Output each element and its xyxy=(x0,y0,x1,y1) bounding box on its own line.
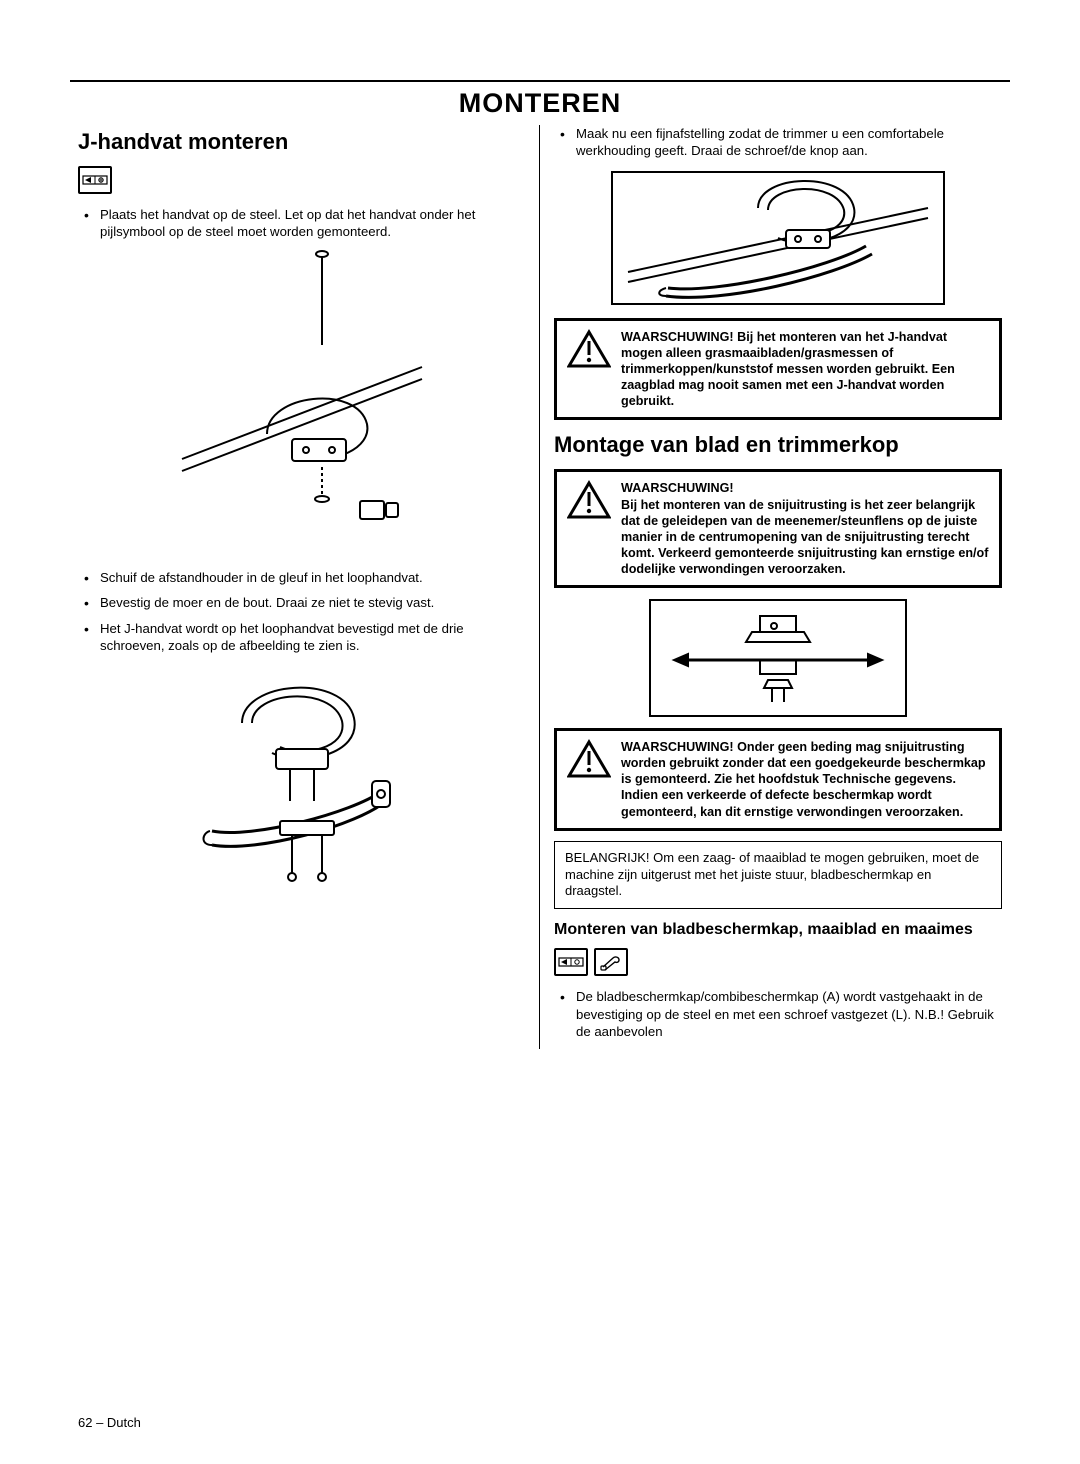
list-item: De bladbeschermkap/combibeschermkap (A) … xyxy=(554,988,1002,1040)
insert-direction-icon xyxy=(78,166,112,194)
two-column-layout: J-handvat monteren Plaats het handvat op… xyxy=(70,125,1010,1049)
bullet-list-bottom-right: De bladbeschermkap/combibeschermkap (A) … xyxy=(554,988,1002,1040)
important-box: BELANGRIJK! Om een zaag- of maaiblad te … xyxy=(554,841,1002,910)
heading-montage-blad: Montage van blad en trimmerkop xyxy=(554,430,1002,459)
warning-triangle-icon xyxy=(567,480,611,520)
wrench-icon xyxy=(594,948,628,976)
list-item: Plaats het handvat op de steel. Let op d… xyxy=(78,206,525,241)
right-column: Maak nu een fijnafstelling zodat de trim… xyxy=(540,125,1010,1049)
warning-triangle-icon xyxy=(567,329,611,369)
heading-j-handvat: J-handvat monteren xyxy=(78,127,525,156)
warning-text: WAARSCHUWING! Bij het monteren van het J… xyxy=(621,329,989,410)
warning-box-1: WAARSCHUWING! Bij het monteren van het J… xyxy=(554,318,1002,421)
page-title: MONTEREN xyxy=(70,88,1010,119)
subheading-bladbeschermkap: Monteren van bladbeschermkap, maaiblad e… xyxy=(554,919,1002,940)
figure-handle-exploded xyxy=(78,249,525,559)
insert-direction-icon xyxy=(554,948,588,976)
figure-fine-adjust xyxy=(554,168,1002,308)
bullet-list-top-right: Maak nu een fijnafstelling zodat de trim… xyxy=(554,125,1002,160)
list-item: Het J-handvat wordt op het loophandvat b… xyxy=(78,620,525,655)
warning-body: Bij het monteren van de snijuitrusting i… xyxy=(621,498,988,576)
warning-text: WAARSCHUWING! Bij het monteren van de sn… xyxy=(621,480,989,577)
tool-icon-row-2 xyxy=(554,948,1002,976)
bullet-list-1: Plaats het handvat op de steel. Let op d… xyxy=(78,206,525,241)
warning-text: WAARSCHUWING! Onder geen beding mag snij… xyxy=(621,739,989,820)
page-footer: 62 – Dutch xyxy=(78,1415,141,1430)
list-item: Bevestig de moer en de bout. Draai ze ni… xyxy=(78,594,525,611)
important-text: BELANGRIJK! Om een zaag- of maaiblad te … xyxy=(565,850,979,899)
list-item: Schuif de afstandhouder in de gleuf in h… xyxy=(78,569,525,586)
figure-blade-mount xyxy=(554,598,1002,718)
warning-title: WAARSCHUWING! xyxy=(621,481,734,495)
top-rule xyxy=(70,80,1010,82)
warning-box-2: WAARSCHUWING! Bij het monteren van de sn… xyxy=(554,469,1002,588)
left-column: J-handvat monteren Plaats het handvat op… xyxy=(70,125,540,1049)
warning-box-3: WAARSCHUWING! Onder geen beding mag snij… xyxy=(554,728,1002,831)
warning-triangle-icon xyxy=(567,739,611,779)
tool-icon-row xyxy=(78,166,525,194)
figure-j-handle-assembled xyxy=(78,663,525,903)
list-item: Maak nu een fijnafstelling zodat de trim… xyxy=(554,125,1002,160)
bullet-list-2: Schuif de afstandhouder in de gleuf in h… xyxy=(78,569,525,655)
